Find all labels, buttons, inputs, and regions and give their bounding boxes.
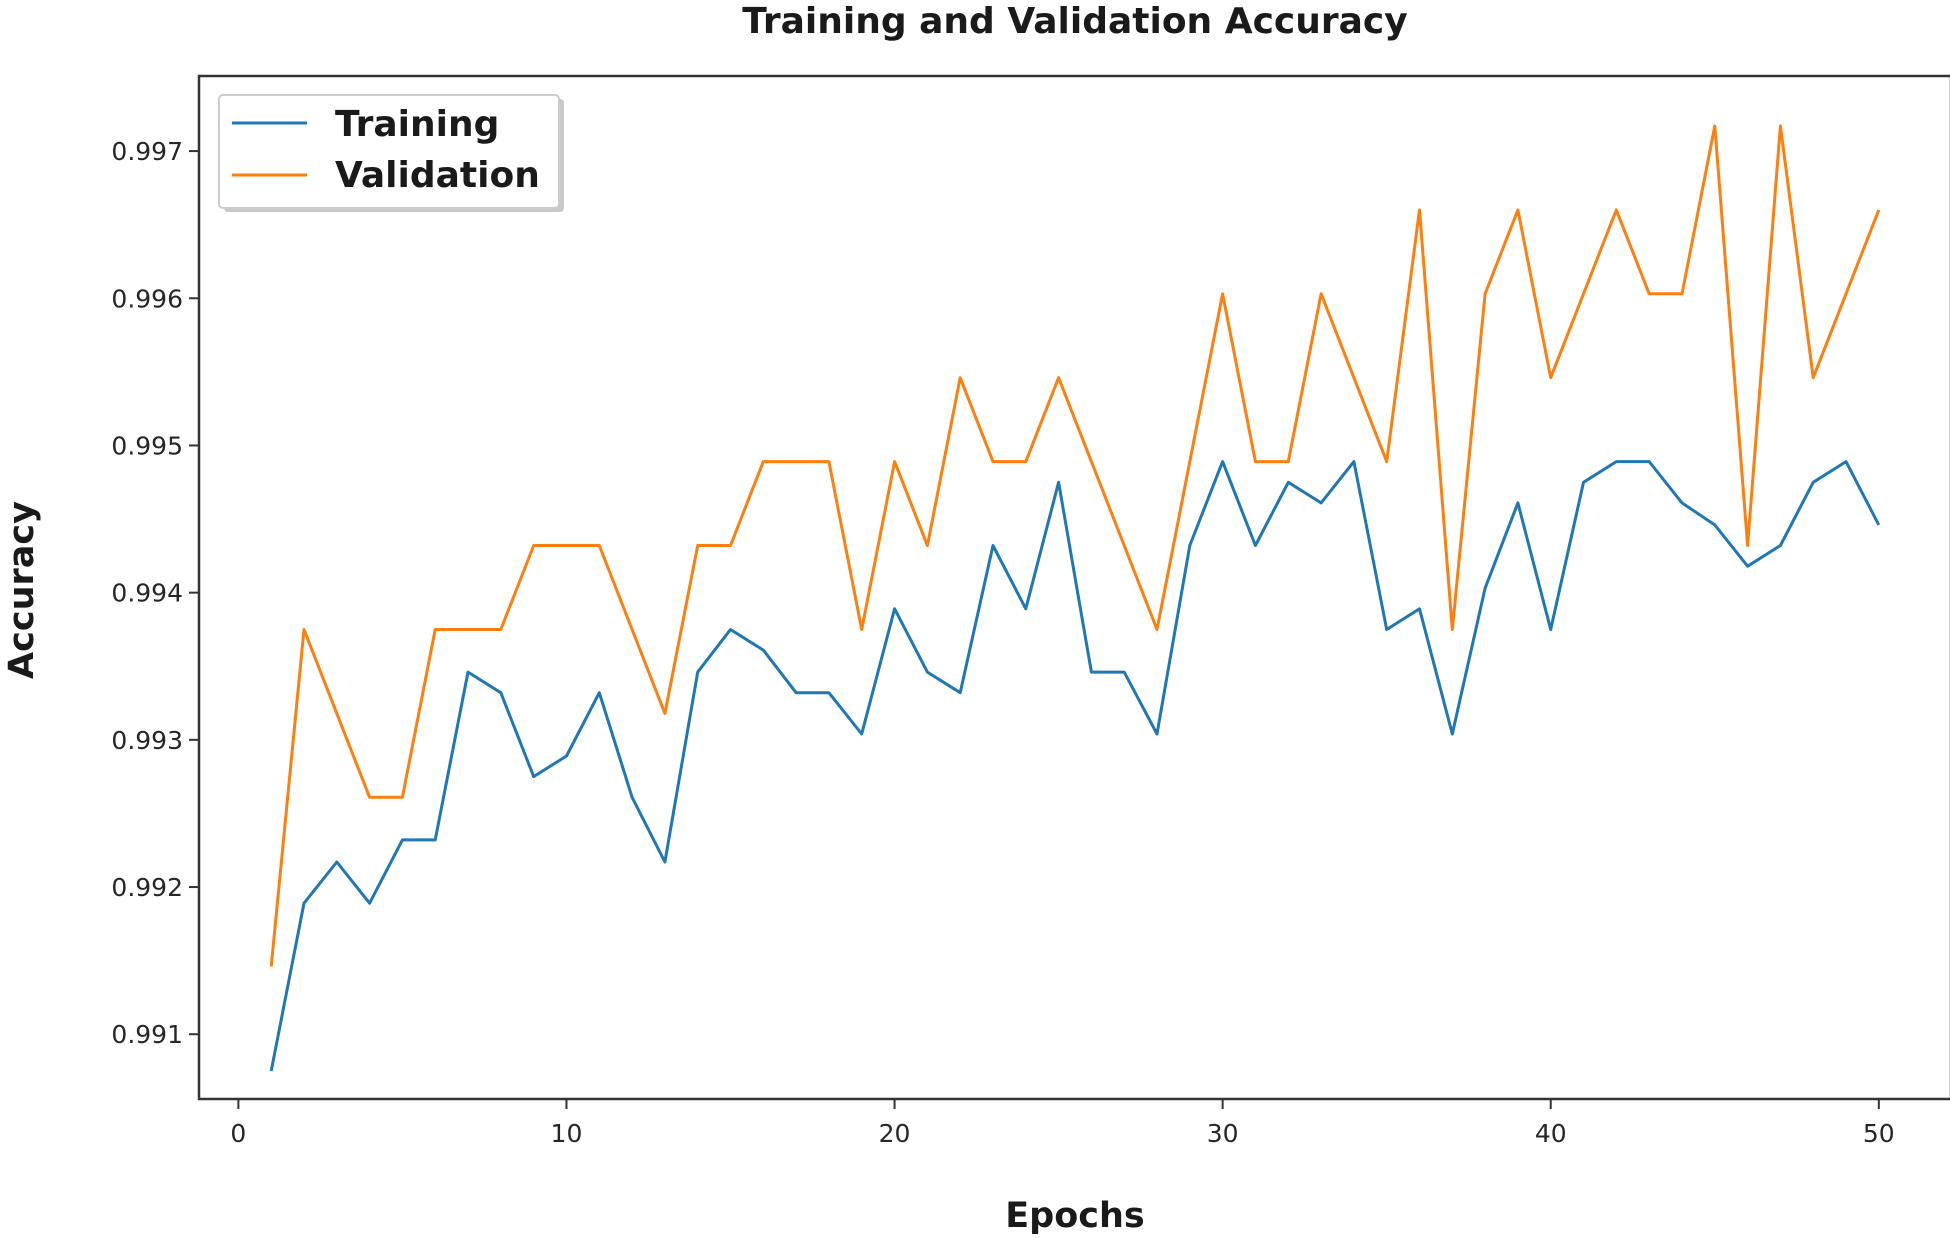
y-tick-label: 0.993 bbox=[111, 726, 183, 755]
legend-label-validation: Validation bbox=[335, 155, 540, 196]
series-line-training bbox=[269, 460, 1881, 1072]
y-tick-label: 0.995 bbox=[111, 431, 183, 460]
legend-label-training: Training bbox=[335, 104, 499, 145]
series-line-validation bbox=[269, 124, 1881, 967]
x-axis: 0 10 20 30 40 50 bbox=[230, 1099, 1895, 1148]
x-tick-label: 50 bbox=[1863, 1119, 1895, 1148]
y-axis-label: Accuracy bbox=[2, 501, 42, 679]
y-tick-label: 0.991 bbox=[111, 1020, 183, 1049]
x-tick-label: 20 bbox=[879, 1119, 911, 1148]
x-axis-label: Epochs bbox=[1005, 1196, 1145, 1236]
x-tick-label: 30 bbox=[1207, 1119, 1239, 1148]
legend: Training Validation bbox=[218, 94, 564, 212]
y-tick-label: 0.994 bbox=[111, 579, 183, 608]
plot-frame bbox=[197, 74, 1950, 1101]
series-layer bbox=[269, 124, 1881, 1072]
y-tick-label: 0.997 bbox=[111, 137, 183, 166]
x-tick-label: 40 bbox=[1535, 1119, 1567, 1148]
y-axis: 0.991 0.992 0.993 0.994 0.995 0.996 0.997 bbox=[111, 137, 199, 1049]
x-tick-label: 10 bbox=[551, 1119, 583, 1148]
y-tick-label: 0.996 bbox=[111, 284, 183, 313]
chart-title: Training and Validation Accuracy bbox=[742, 1, 1408, 42]
y-tick-label: 0.992 bbox=[111, 873, 183, 902]
x-tick-label: 0 bbox=[230, 1119, 246, 1148]
